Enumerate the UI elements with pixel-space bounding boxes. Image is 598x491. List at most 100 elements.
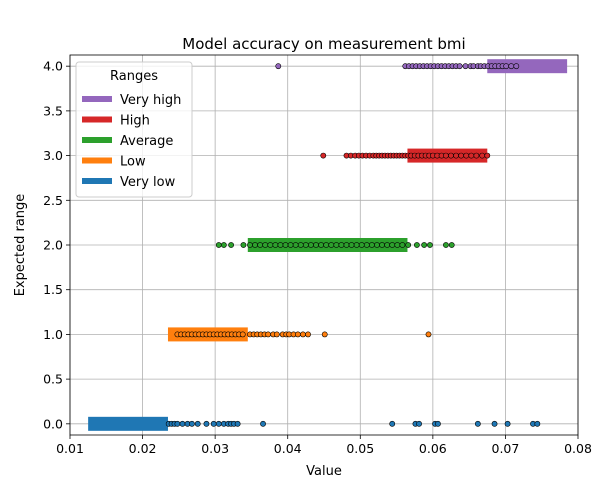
data-point [240,242,247,248]
data-point [399,242,406,248]
data-point [265,331,272,338]
data-point [203,420,210,427]
data-point [343,242,350,248]
y-tick-label: 1.5 [43,282,63,297]
data-point [215,420,222,427]
data-point [338,242,345,248]
data-point [228,242,235,248]
data-point [379,242,385,248]
data-point [468,152,475,159]
data-point [448,152,454,159]
data-point [189,420,195,427]
y-tick-label: 2.0 [43,238,63,253]
data-point [503,63,510,70]
y-tick-label: 3.0 [43,148,63,163]
x-tick-label: 0.04 [274,441,302,456]
data-point [210,420,217,427]
legend-swatch [82,116,112,123]
legend-item-label: Very low [120,175,176,190]
data-point [416,420,422,427]
data-point [294,331,301,338]
x-axis-label: Value [306,464,342,479]
data-point [474,420,481,427]
range-band-very-low [88,416,168,431]
data-point [220,242,227,248]
data-point [453,152,459,159]
data-point [368,242,375,248]
data-point [267,242,274,248]
legend-swatch [82,96,112,102]
legend-title: Ranges [110,69,158,84]
data-point [174,420,181,427]
y-tick-label: 2.5 [43,193,63,208]
data-point [479,152,486,159]
data-point [389,242,396,248]
data-point [384,242,391,248]
x-tick-label: 0.05 [346,441,374,456]
chart-title: Model accuracy on measurement bmi [182,35,465,53]
data-point [534,420,541,427]
y-axis-label: Expected range [13,194,28,297]
data-point [363,242,370,248]
data-point [313,242,319,248]
legend: Ranges Very high High Average Low Very low [75,61,193,198]
data-point [348,242,355,248]
data-point [262,242,269,248]
data-points [165,63,541,427]
data-point [389,420,396,427]
data-point [448,242,455,248]
data-point [463,152,470,159]
y-tick-label: 3.5 [43,103,63,118]
legend-item-label: Average [120,134,173,149]
data-point [282,242,289,248]
x-tick-label: 0.03 [201,441,229,456]
x-tick-label: 0.01 [56,441,84,456]
data-point [435,420,441,427]
data-point [277,242,284,248]
data-point [394,242,401,248]
data-point [321,331,328,338]
data-point [491,420,498,427]
y-tick-label: 0.0 [43,416,63,431]
legend-item-label: Very high [120,93,181,108]
data-point [308,242,314,248]
data-point [443,242,449,248]
x-tick-label: 0.07 [492,441,520,456]
legend-swatch [82,157,112,164]
data-point [458,152,465,159]
legend-swatch [82,137,112,143]
data-point [504,420,511,427]
data-point [292,242,299,248]
data-point [456,63,463,70]
data-point [353,242,360,248]
range-band-very-high [487,59,568,74]
data-point [275,63,282,70]
data-point [252,242,258,248]
y-tick-label: 4.0 [43,59,63,74]
data-point [323,242,330,248]
data-point [257,242,264,248]
data-point [273,331,280,338]
legend-items: Very high High Average Low Very low [82,93,181,190]
data-point [320,152,327,159]
data-point [425,331,432,338]
data-point [413,242,420,248]
data-point [443,152,449,159]
x-tick-label: 0.02 [129,441,157,456]
data-point [473,152,480,159]
data-point [333,242,340,248]
legend-item-label: Low [120,155,146,170]
data-point [302,242,309,248]
ticks: 0.01 0.02 0.03 0.04 0.05 0.06 0.07 0.08 0.0 0.5 1.… [43,59,592,456]
data-point [421,242,428,248]
data-point [215,242,222,248]
data-point [427,242,433,248]
x-tick-label: 0.06 [419,441,447,456]
data-point [260,420,266,427]
data-point [272,242,279,248]
data-point [194,420,201,427]
data-point [358,242,365,248]
data-point [305,331,311,338]
y-tick-label: 0.5 [43,372,63,387]
